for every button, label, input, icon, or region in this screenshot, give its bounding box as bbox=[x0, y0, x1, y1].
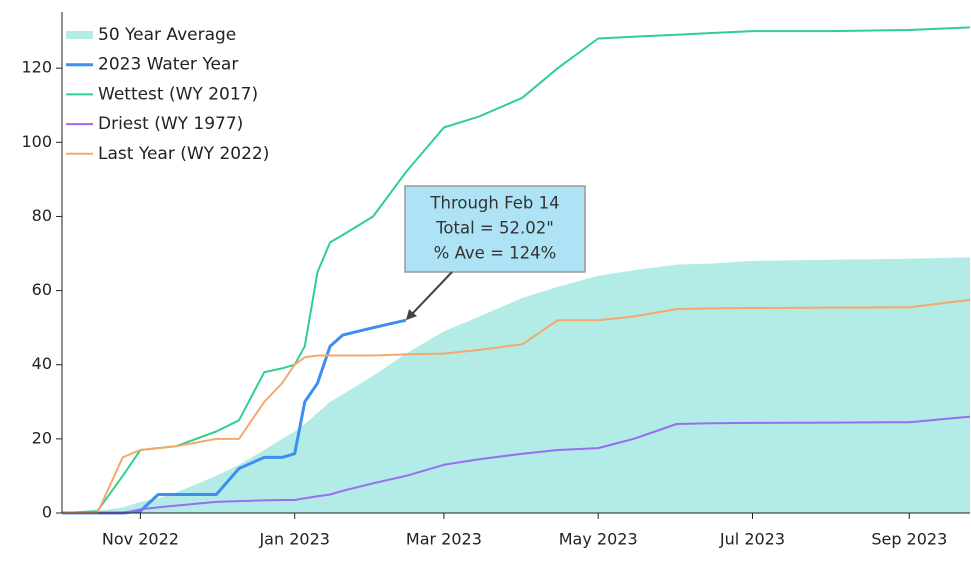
annotation-text: % Ave = 124% bbox=[434, 244, 557, 263]
annotation-text: Through Feb 14 bbox=[429, 194, 559, 213]
annotation-arrow bbox=[408, 271, 453, 318]
area bbox=[62, 257, 970, 513]
x-tick-label: Mar 2023 bbox=[406, 530, 482, 549]
y-tick-label: 100 bbox=[21, 132, 52, 151]
annotation-text: Total = 52.02" bbox=[435, 219, 554, 238]
y-tick-label: 0 bbox=[42, 503, 52, 522]
legend-label: 50 Year Average bbox=[98, 25, 236, 45]
annotation-arrowhead bbox=[405, 309, 417, 321]
line bbox=[62, 298, 971, 514]
y-tick-label: 20 bbox=[32, 428, 52, 447]
y-tick-label: 60 bbox=[32, 280, 52, 299]
line bbox=[62, 318, 407, 515]
annotation-box bbox=[404, 185, 586, 273]
legend-label: Wettest (WY 2017) bbox=[98, 84, 258, 104]
y-tick-label: 120 bbox=[21, 58, 52, 77]
line bbox=[62, 415, 971, 514]
x-tick-label: Nov 2022 bbox=[102, 530, 179, 549]
x-tick-label: Jan 2023 bbox=[258, 530, 329, 549]
x-tick-label: May 2023 bbox=[559, 530, 638, 549]
x-tick-label: Jul 2023 bbox=[719, 530, 785, 549]
legend-label: Driest (WY 1977) bbox=[98, 114, 243, 134]
x-tick-label: Sep 2023 bbox=[871, 530, 947, 549]
legend-label: Last Year (WY 2022) bbox=[98, 144, 269, 164]
y-tick-label: 40 bbox=[32, 354, 52, 373]
y-tick-label: 80 bbox=[32, 206, 52, 225]
legend-label: 2023 Water Year bbox=[98, 55, 238, 75]
